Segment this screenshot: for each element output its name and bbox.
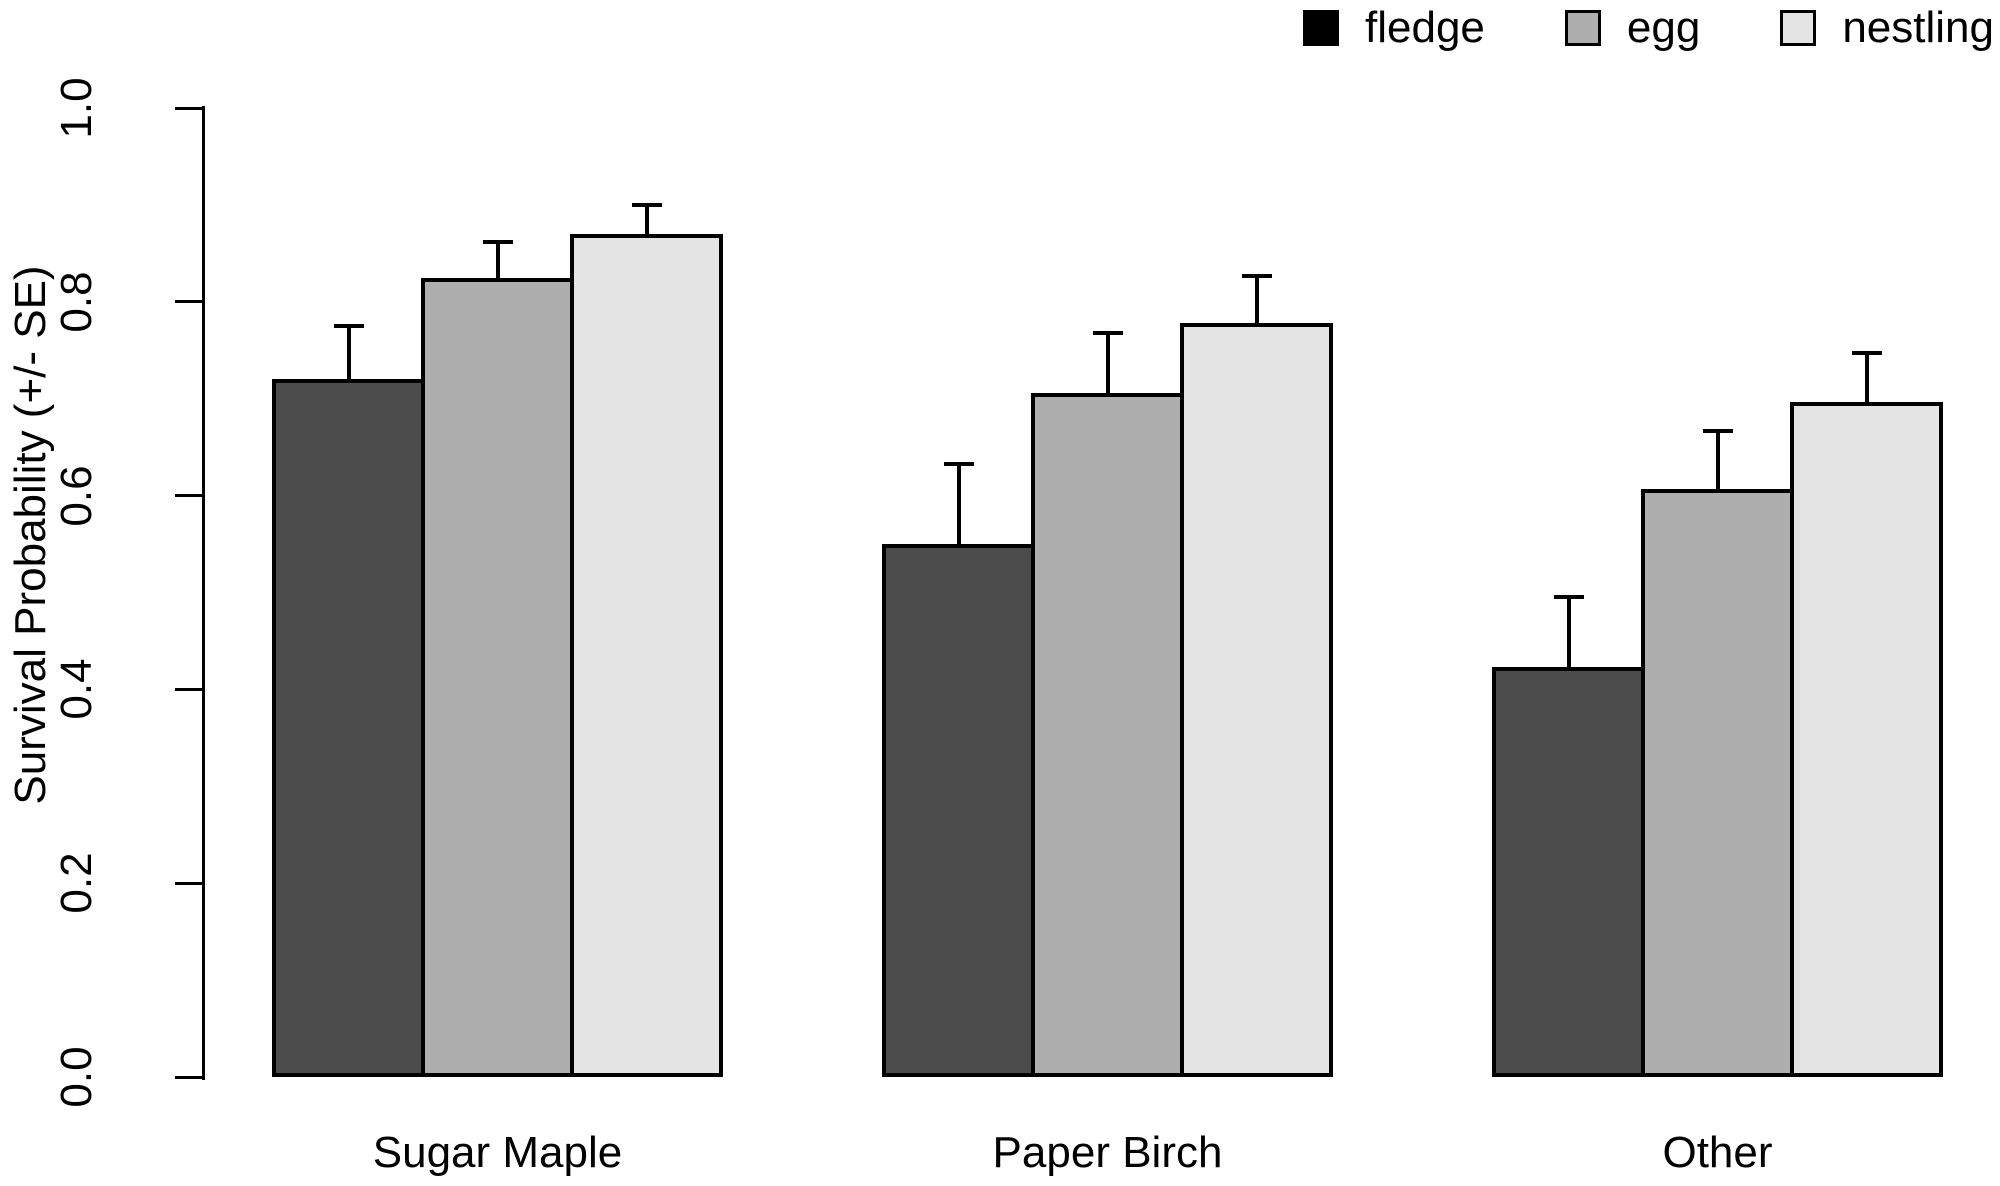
- error-bar-stem-other-fledge: [1566, 597, 1571, 668]
- error-bar-cap-sugar-maple-egg: [482, 239, 513, 244]
- bar-paper-birch-fledge: [882, 544, 1035, 1077]
- error-bar-cap-paper-birch-fledge: [943, 461, 974, 466]
- y-axis-tick: [175, 1075, 202, 1079]
- legend-item-egg: egg: [1564, 3, 1701, 52]
- legend-label-nestling: nestling: [1842, 3, 1994, 52]
- bar-other-fledge: [1492, 667, 1645, 1077]
- y-axis-tick: [175, 300, 202, 304]
- chart-legend: fledge egg nestling: [1303, 2, 1994, 54]
- legend-item-nestling: nestling: [1780, 6, 1994, 50]
- y-axis-line: [202, 106, 205, 1080]
- y-axis-tick-label: 0.6: [52, 465, 101, 527]
- error-bar-stem-paper-birch-egg: [1105, 332, 1110, 393]
- error-bar-cap-paper-birch-nestling: [1241, 273, 1272, 278]
- error-bar-stem-sugar-maple-egg: [495, 241, 500, 278]
- error-bar-stem-paper-birch-fledge: [956, 463, 961, 545]
- legend-swatch-egg-icon: [1564, 10, 1601, 46]
- y-axis-title: Survival Probability (+/- SE): [6, 265, 55, 805]
- error-bar-stem-other-egg: [1715, 430, 1720, 489]
- bar-sugar-maple-nestling: [570, 233, 723, 1077]
- bar-other-nestling: [1790, 401, 1943, 1077]
- error-bar-cap-other-egg: [1702, 428, 1733, 433]
- legend-item-fledge: fledge: [1303, 6, 1485, 50]
- y-axis-tick: [175, 881, 202, 885]
- y-axis-tick-label: 0.4: [52, 658, 101, 720]
- error-bar-stem-other-nestling: [1864, 353, 1869, 402]
- bar-paper-birch-nestling: [1180, 323, 1333, 1077]
- y-axis-tick-label: 0.0: [52, 1046, 101, 1108]
- y-axis-tick: [175, 106, 202, 110]
- y-axis-tick: [175, 687, 202, 691]
- y-axis-tick: [175, 494, 202, 498]
- legend-swatch-fledge-icon: [1303, 10, 1340, 46]
- error-bar-cap-other-nestling: [1851, 351, 1882, 356]
- category-label-sugar-maple: Sugar Maple: [372, 1128, 623, 1177]
- bar-sugar-maple-fledge: [272, 379, 425, 1077]
- bar-paper-birch-egg: [1031, 392, 1184, 1077]
- y-axis-tick-label: 0.8: [52, 271, 101, 333]
- error-bar-cap-sugar-maple-fledge: [333, 324, 364, 329]
- error-bar-stem-sugar-maple-fledge: [346, 326, 351, 380]
- category-label-paper-birch: Paper Birch: [992, 1128, 1223, 1177]
- bar-sugar-maple-egg: [421, 277, 574, 1077]
- error-bar-stem-sugar-maple-nestling: [644, 204, 649, 234]
- error-bar-stem-paper-birch-nestling: [1254, 275, 1259, 324]
- y-axis-tick-label: 0.2: [52, 852, 101, 914]
- legend-label-egg: egg: [1626, 3, 1701, 52]
- y-axis-tick-label: 1.0: [52, 77, 101, 139]
- error-bar-cap-paper-birch-egg: [1092, 330, 1123, 335]
- legend-label-fledge: fledge: [1365, 3, 1485, 52]
- category-label-other: Other: [1662, 1128, 1773, 1177]
- bar-other-egg: [1641, 488, 1794, 1077]
- error-bar-cap-sugar-maple-nestling: [631, 202, 662, 207]
- legend-swatch-nestling-icon: [1780, 10, 1817, 46]
- error-bar-cap-other-fledge: [1553, 595, 1584, 600]
